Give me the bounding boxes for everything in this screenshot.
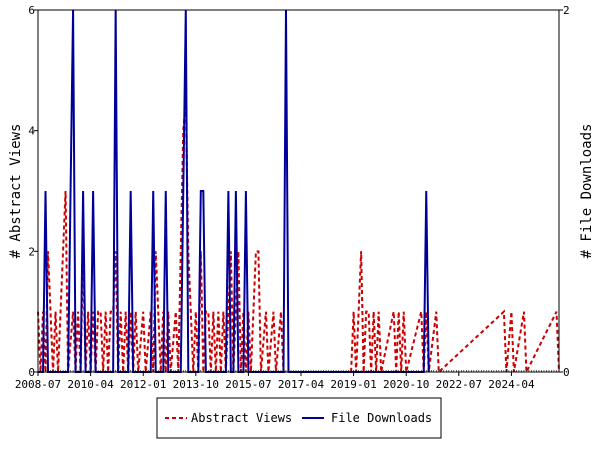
series-line-abstract-views xyxy=(37,100,560,375)
x-tick-label: 2017-04 xyxy=(278,378,325,391)
legend-label-file-downloads: File Downloads xyxy=(331,411,432,425)
left-y-tick-label: 6 xyxy=(28,4,35,17)
left-y-tick-label: 2 xyxy=(28,245,35,258)
legend: Abstract Views File Downloads xyxy=(156,397,442,439)
axis-layer: 2008-07 2010-04 2012-01 2013-10 2015-07 2017-… xyxy=(15,4,570,391)
x-tick-label: 2015-07 xyxy=(225,378,271,391)
right-axis-title: # File Downloads xyxy=(579,124,595,259)
x-tick-label: 2008-07 xyxy=(15,378,61,391)
x-tick-label: 2022-07 xyxy=(436,378,482,391)
x-tick-label: 2019-01 xyxy=(330,378,376,391)
x-tick-label: 2012-01 xyxy=(120,378,166,391)
x-tick-label: 2010-04 xyxy=(67,378,114,391)
left-y-tick-label: 4 xyxy=(28,125,35,138)
right-y-tick-label: 2 xyxy=(563,4,570,17)
left-y-tick-label: 0 xyxy=(28,366,35,379)
x-tick-label: 2020-10 xyxy=(383,378,429,391)
right-y-tick-label: 0 xyxy=(563,366,570,379)
x-tick-label: 2013-10 xyxy=(173,378,219,391)
x-tick-label: 2024-04 xyxy=(488,378,535,391)
legend-label-abstract-views: Abstract Views xyxy=(191,411,292,425)
legend-box xyxy=(156,397,442,439)
left-axis-title: # Abstract Views xyxy=(8,124,24,259)
